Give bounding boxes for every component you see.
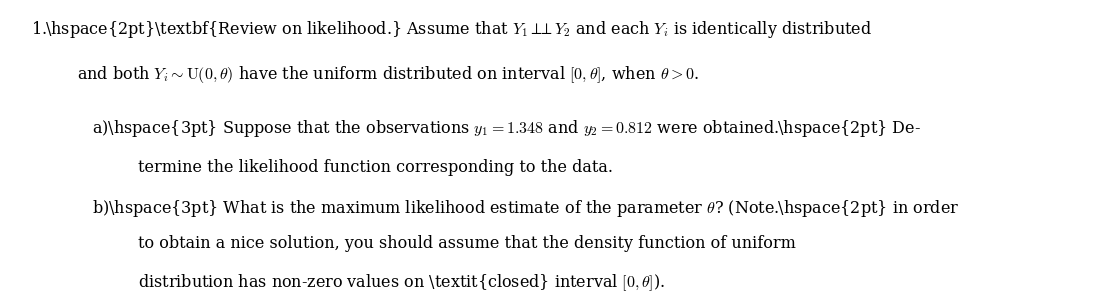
Text: distribution has non-zero values on \textit{closed} interval $[0, \theta]$).: distribution has non-zero values on \tex…: [138, 272, 665, 292]
Text: a)\hspace{3pt} Suppose that the observations $y_1 = 1.348$ and $y_2 = 0.812$ wer: a)\hspace{3pt} Suppose that the observat…: [92, 118, 921, 139]
Text: and both $Y_i \sim \mathrm{U}(0, \theta)$ have the uniform distributed on interv: and both $Y_i \sim \mathrm{U}(0, \theta)…: [76, 64, 699, 85]
Text: 1.\hspace{2pt}\textbf{Review on likelihood.} Assume that $Y_1 \perp\!\!\!\perp Y: 1.\hspace{2pt}\textbf{Review on likeliho…: [31, 19, 872, 40]
Text: termine the likelihood function corresponding to the data.: termine the likelihood function correspo…: [138, 159, 613, 176]
Text: b)\hspace{3pt} What is the maximum likelihood estimate of the parameter $\theta$: b)\hspace{3pt} What is the maximum likel…: [92, 198, 960, 219]
Text: to obtain a nice solution, you should assume that the density function of unifor: to obtain a nice solution, you should as…: [138, 235, 796, 252]
